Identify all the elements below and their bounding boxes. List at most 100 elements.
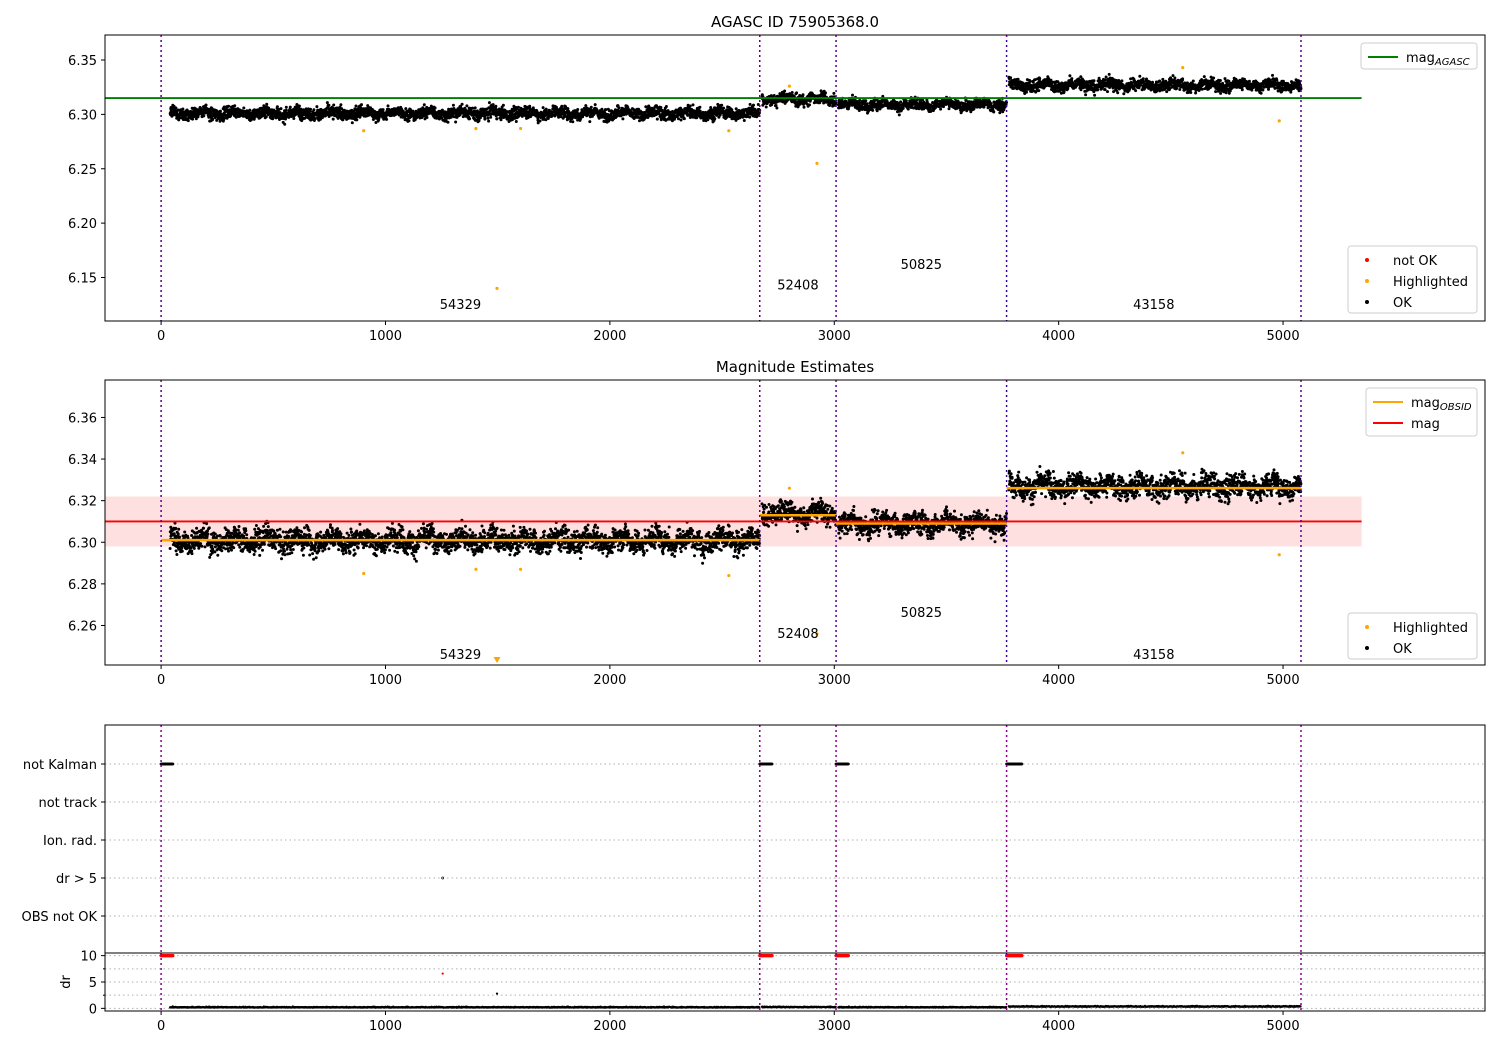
panel1-ok-point [252,117,256,121]
panel1-ok-point [355,118,359,122]
panel1-ok-point [851,93,854,97]
panel1-ok-point [473,106,477,110]
panel1-ok-point [331,117,335,121]
panel1-ok-point [204,103,208,107]
panel1-ok-point [691,103,695,107]
panel1-ok-point [1175,86,1179,90]
panel1-ok-point [471,106,475,110]
panel1-points [168,66,1303,290]
panel1-ok-point [288,105,292,109]
panel1-ok-point [385,117,389,121]
panel1-ok-point [706,118,710,122]
panel1-ok-point [764,105,768,109]
panel1-ok-point [713,117,717,121]
panel1-ok-point [425,116,429,119]
panel1-ok-point [218,109,222,113]
panel1-ok-point [1120,79,1124,83]
panel1-ok-point [992,110,996,114]
panel1-ok-point [1068,74,1072,78]
panel1-ok-point [283,122,287,126]
panel1-ok-point [422,103,426,107]
panel1-ok-point [720,103,724,107]
panel1-ok-point [593,103,597,107]
panel1-ok-point [1122,92,1126,96]
panel1-ok-point [1189,91,1193,94]
panel1-ok-point [1138,74,1142,78]
panel1-ok-point [576,108,580,111]
panel1-ok-point [899,100,903,104]
panel1-ok-point [752,103,755,107]
panel1-ok-point [486,116,490,120]
panel1-ok-point [1070,77,1074,81]
panel1-ok-point [682,117,686,121]
panel1-ok-point [1107,72,1111,76]
panel1-ok-point [1037,89,1041,93]
panel1-ok-point [748,115,752,119]
panel1-ok-point [279,107,283,111]
panel1-ok-point [242,106,246,110]
panel1-ok-point [864,99,868,103]
panel1-ok-point [248,108,252,112]
panel1-ok-point [404,107,408,111]
panel1-ok-point [1060,81,1064,85]
panel1-ok-point [588,120,592,124]
panel1-ok-point [454,120,458,124]
panel1-ok-point [1009,76,1013,80]
panel1-ok-point [487,119,491,123]
panel1-ok-point [494,104,498,108]
panel1-ok-point [541,106,545,110]
panel1-ok-point [312,108,316,112]
panel1-ok-point [589,105,593,109]
panel1-ok-point [659,106,663,109]
panel1-ok-point [544,107,548,111]
panel1-ok-point [801,93,805,97]
panel1-ok-point [325,101,329,105]
panel1-ok-point [1141,77,1145,81]
panel1-ok-point [722,106,726,110]
panel1-ok-point [538,119,542,123]
panel1-ok-point [560,104,564,108]
panel1-ok-point [901,106,905,110]
panel1-ok-point [1084,93,1088,97]
panel1-ok-point [181,107,185,111]
panel1-ok-point [858,98,862,102]
panel1-ok-point [808,103,811,107]
panel1-ok-point [275,105,279,109]
panel1-ok-point [783,89,787,93]
panel1-ok-point [227,104,231,108]
panel1-ok-point [172,112,176,116]
panel1-ok-point [1173,76,1177,80]
panel1-ok-point [939,107,943,111]
panel1-ok-point [499,118,503,122]
panel1-ok-point [1194,91,1198,95]
panel1-ok-point [297,104,301,108]
panel1-ok-point [571,120,575,124]
panel1-ok-point [1116,91,1120,95]
panel1-ok-point [688,104,692,108]
panel1-ok-point [600,107,604,111]
panel1-ok-point [1191,79,1195,83]
panel1-ok-point [234,115,238,119]
panel1-ok-point [313,117,317,121]
panel1-ok-point [381,108,385,112]
panel1-ok-point [790,91,794,94]
panel1-ok-point [287,115,291,119]
panel1-ok-point [465,104,469,108]
panel1-ok-point [734,107,738,111]
panel1-ok-point [1151,80,1154,84]
panel1-ok-point [1106,90,1109,94]
panel1-ok-point [748,102,752,106]
panel1-ok-point [742,119,746,122]
panel1-ok-point [679,118,683,122]
panel1-ok-point [655,117,659,121]
panel1-ok-point [233,104,237,108]
panel1-ok-point [698,105,702,109]
panel1-ok-point [174,106,178,110]
panel1-ok-point [1066,87,1070,91]
panel1-ok-point [211,117,215,121]
panel1-ok-point [202,114,206,118]
panel1-ok-point [271,116,275,120]
panel1-ok-point [695,116,699,120]
panel1-ok-point [451,103,455,107]
